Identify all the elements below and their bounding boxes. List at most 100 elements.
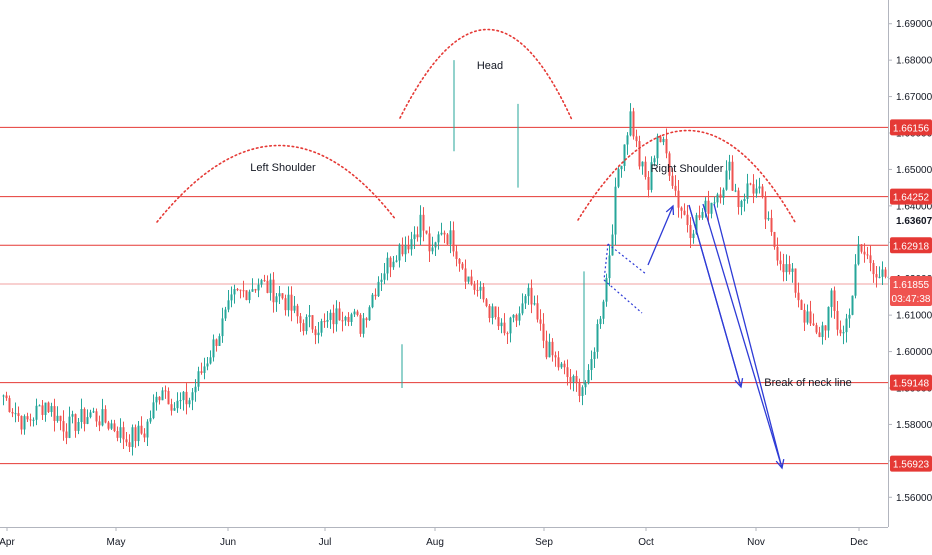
candle-body [710, 202, 713, 214]
candle-body [476, 289, 479, 291]
candle-body [635, 136, 638, 142]
candle-body [593, 351, 596, 360]
candle-body [449, 230, 452, 245]
candle-body [221, 318, 224, 337]
candle-body [617, 169, 620, 187]
candle-body [719, 194, 722, 198]
candle-body [467, 276, 470, 282]
time-axis[interactable]: Apr May Jun Jul Aug Sep Oct Nov Dec [0, 527, 888, 548]
candle-body [212, 339, 215, 358]
candle-body [404, 245, 407, 255]
candle-body [848, 314, 851, 319]
candle-body [482, 286, 485, 300]
candle-body [485, 299, 488, 306]
candle-body [725, 170, 728, 190]
candle-body [401, 244, 404, 255]
candle-body [122, 427, 125, 440]
candle-body [17, 413, 20, 416]
candle-body [83, 409, 86, 424]
candle-body [632, 111, 635, 137]
candle-body [479, 286, 482, 291]
y-tick-label: 1.68000 [896, 56, 932, 67]
candle-body [686, 214, 689, 226]
candle-body [488, 305, 491, 318]
candle-body [170, 404, 173, 411]
candle-body [797, 292, 800, 301]
level-badge: 1.56923 [893, 460, 930, 471]
candle-body [494, 306, 497, 318]
candle-body [752, 184, 755, 194]
y-tick-label: 1.65000 [896, 165, 932, 176]
candle-body [653, 158, 656, 163]
candle-body [407, 245, 410, 250]
candle-body [374, 294, 377, 297]
candle-body [176, 400, 179, 409]
candle-body [437, 234, 440, 243]
candle-body [590, 359, 593, 370]
candle-body [704, 200, 707, 212]
candle-body [509, 317, 512, 334]
candle-body [32, 419, 35, 421]
countdown-label: 03:47:38 [892, 294, 931, 305]
left-shoulder-arc [156, 144, 397, 223]
candle-body [245, 290, 248, 301]
candle-body [740, 201, 743, 208]
candle-body [236, 289, 239, 291]
candle-body [596, 324, 599, 352]
candle-body [440, 232, 443, 235]
candle-body [110, 423, 113, 429]
head-arc [399, 28, 573, 121]
candle-body [452, 230, 455, 252]
candle-body [209, 357, 212, 364]
candle-body [815, 325, 818, 333]
candle-body [788, 264, 791, 272]
candle-body [842, 332, 845, 334]
candle-body [779, 260, 782, 265]
level-badge-bg [890, 119, 932, 136]
channel-left [603, 243, 609, 281]
candle-body [302, 323, 305, 332]
candle-body [602, 301, 605, 319]
candle-body [371, 294, 374, 308]
candle-body [584, 383, 587, 388]
arrow-down-2b [713, 203, 783, 469]
candle-body [656, 136, 659, 159]
candle-body [578, 383, 581, 396]
candle-body [125, 439, 128, 443]
candle-body [365, 318, 368, 321]
candle-body [551, 341, 554, 356]
candle-body [242, 290, 245, 292]
candle-body [695, 215, 698, 234]
level-badge: 1.59148 [893, 379, 930, 390]
candle-body [146, 421, 149, 438]
candle-body [737, 190, 740, 208]
candle-body [839, 329, 842, 334]
arrow-up-head [665, 204, 675, 216]
candle-body [464, 268, 467, 282]
candle-body [191, 392, 194, 401]
candle-body [707, 200, 710, 214]
candle-body [671, 175, 674, 186]
candle-body [65, 431, 68, 438]
candle-body [194, 386, 197, 393]
candle-body [746, 183, 749, 199]
candle-body [806, 311, 809, 323]
candle-body [713, 202, 716, 204]
y-tick-label: 1.56000 [896, 493, 932, 504]
candle-body [773, 232, 776, 247]
candle-body [701, 211, 704, 218]
candle-body [101, 409, 104, 426]
candle-body [548, 341, 551, 358]
candle-body [758, 186, 761, 189]
candle-body [53, 406, 56, 421]
candle-body [659, 136, 662, 143]
candle-body [248, 291, 251, 301]
candle-body [311, 315, 314, 330]
x-tick-label: Nov [747, 537, 765, 548]
candle-body [260, 280, 263, 285]
x-tick-label: Sep [535, 537, 553, 548]
candle-body [692, 233, 695, 239]
candle-body [80, 409, 83, 423]
candle-body [293, 305, 296, 311]
candle-body [425, 230, 428, 234]
